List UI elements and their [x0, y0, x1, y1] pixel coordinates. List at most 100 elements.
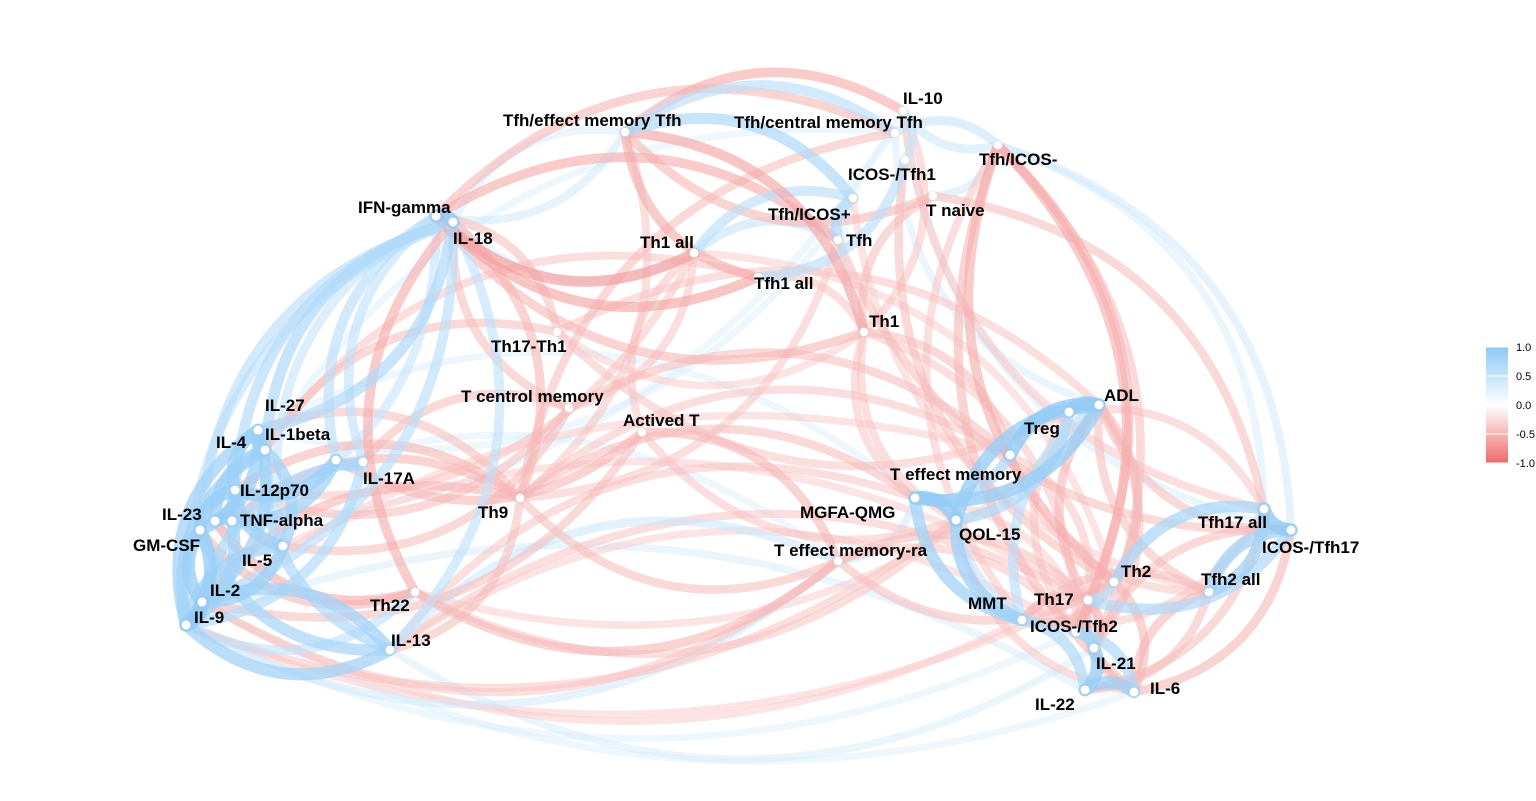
- legend-tick-label: -1.0: [1516, 458, 1535, 470]
- node-label-qol15: QOL-15: [959, 525, 1020, 544]
- node-tnfa: [227, 516, 237, 526]
- node-label-tfh1all: Tfh1 all: [754, 274, 814, 293]
- node-label-il1b: IL-1beta: [265, 425, 331, 444]
- edge-il4-th17th1: [260, 318, 562, 455]
- node-label-gmcsf: GM-CSF: [133, 536, 200, 555]
- edge-th9-mgfa: [515, 424, 920, 503]
- edge-il4-il23: [208, 443, 272, 528]
- edge-tfh_eff-tfh1all: [620, 127, 763, 282]
- node-mgfa: [910, 493, 920, 503]
- node-label-il6: IL-6: [1150, 679, 1180, 698]
- node-label-tfh_icosn: Tfh/ICOS-: [979, 150, 1057, 169]
- node-tcentrol: [564, 403, 574, 413]
- edge-il2-activedt: [197, 427, 647, 622]
- node-teffm: [1005, 450, 1015, 460]
- edge-icos_tfh1-th2: [894, 155, 1119, 587]
- node-th2: [1109, 577, 1119, 587]
- node-il13: [385, 645, 395, 655]
- node-il4: [260, 445, 270, 455]
- node-label-th1: Th1: [869, 312, 899, 331]
- node-label-il23: IL-23: [162, 505, 202, 524]
- labels-layer: IL-10 Tfh/effect memory Tfh Tfh/central me…: [133, 89, 1359, 714]
- node-th17th1: [552, 327, 562, 337]
- node-label-adl: ADL: [1104, 386, 1139, 405]
- node-icos_tfh17: [1286, 525, 1296, 535]
- edge-il13-mgfa: [386, 462, 919, 654]
- node-label-il13: IL-13: [391, 631, 431, 650]
- node-label-th1all: Th1 all: [640, 233, 694, 252]
- edge-tfh17all-th2: [1108, 500, 1270, 588]
- node-ifng: [448, 217, 458, 227]
- node-il9: [181, 620, 191, 630]
- edge-qol15-mmt: [949, 513, 1029, 627]
- node-label-teffm: T effect memory: [890, 465, 1022, 484]
- edge-il18-tfh: [431, 152, 843, 245]
- edge-icos_tfh17-il6: [1129, 525, 1296, 697]
- node-label-th17: Th17: [1034, 590, 1074, 609]
- edge-th1all-activedt: [627, 249, 698, 436]
- node-th1: [859, 327, 869, 337]
- node-label-il10: IL-10: [903, 89, 943, 108]
- node-label-treg: Treg: [1024, 419, 1060, 438]
- node-qol15: [951, 515, 961, 525]
- node-label-th17th1: Th17-Th1: [491, 337, 567, 356]
- node-tfh_cent: [890, 128, 900, 138]
- edge-mmt-th17: [1017, 591, 1093, 625]
- node-label-tfh_cent: Tfh/central memory Tfh: [734, 113, 923, 132]
- edge-il1b-il12: [228, 453, 343, 503]
- edge-th22-il9: [181, 587, 420, 655]
- edge-tfh_icosn-th2: [963, 140, 1119, 587]
- edge-mmt-il22: [1016, 614, 1091, 696]
- node-label-tfh17all: Tfh17 all: [1198, 513, 1267, 532]
- node-il21: [1089, 643, 1099, 653]
- edge-activedt-teffra: [637, 427, 843, 566]
- node-tfh_icosp: [848, 193, 858, 203]
- node-label-il4: IL-4: [216, 433, 247, 452]
- node-label-tnfa: TNF-alpha: [240, 511, 324, 530]
- edge-il13-il9: [180, 619, 396, 681]
- node-label-il9: IL-9: [194, 608, 224, 627]
- edge-ifng-th22: [363, 217, 458, 597]
- node-il17a: [358, 457, 368, 467]
- node-tfh_icosn: [993, 140, 1003, 150]
- node-label-mgfa: MGFA-QMG: [800, 503, 895, 522]
- node-label-teffra: T effect memory-ra: [774, 541, 928, 560]
- node-label-tfh: Tfh: [846, 231, 872, 250]
- edge-tfh_eff-tnaive: [620, 127, 938, 228]
- legend-tick-label: 1.0: [1516, 342, 1531, 354]
- node-il6: [1129, 687, 1139, 697]
- node-treg: [1064, 407, 1074, 417]
- node-icos_tfh2: [1071, 627, 1081, 637]
- edge-il5-tcentrol: [278, 403, 574, 556]
- edge-il18-th1all: [430, 210, 700, 287]
- edge-il13-th9: [385, 493, 525, 655]
- node-label-th2: Th2: [1121, 562, 1151, 581]
- node-tfh17all: [1259, 504, 1269, 514]
- legend-tick-label: -0.5: [1516, 429, 1535, 441]
- legend-tick-label: 0.0: [1516, 400, 1531, 412]
- edge-tfh_eff-tfh_cent: [620, 80, 900, 138]
- node-th1all: [689, 248, 699, 258]
- edge-th9-teffra: [515, 493, 843, 594]
- node-label-il18: IL-18: [453, 229, 493, 248]
- edge-il9-il22: [182, 541, 1089, 694]
- node-teffra: [833, 556, 843, 566]
- node-il22: [1080, 685, 1090, 695]
- node-il1b: [331, 455, 341, 465]
- edge-tfh_icosn-icos_tfh2: [993, 140, 1132, 637]
- node-label-il5: IL-5: [242, 551, 272, 570]
- node-label-icos_tfh17: ICOS-/Tfh17: [1262, 538, 1359, 557]
- node-label-tfh_eff: Tfh/effect memory Tfh: [503, 111, 682, 130]
- node-il18: [431, 211, 441, 221]
- node-label-il22: IL-22: [1035, 695, 1075, 714]
- node-label-il17a: IL-17A: [363, 469, 415, 488]
- node-label-th22: Th22: [370, 596, 410, 615]
- edge-tfh_icosn-icos_tfh17: [994, 141, 1295, 534]
- node-activedt: [637, 427, 647, 437]
- node-label-activedt: Actived T: [623, 411, 700, 430]
- node-il2: [197, 597, 207, 607]
- node-label-mmt: MMT: [968, 594, 1007, 613]
- node-label-tfh_icosp: Tfh/ICOS+: [768, 205, 851, 224]
- edge-tfh_eff-th1: [620, 127, 869, 337]
- edge-ifng-il27: [252, 216, 459, 436]
